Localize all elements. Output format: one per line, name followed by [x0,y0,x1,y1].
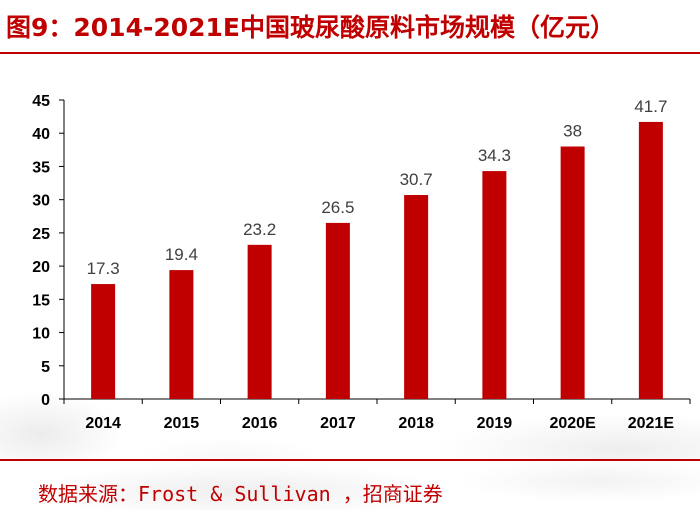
figure-title: 图9：2014-2021E中国玻尿酸原料市场规模（亿元） [6,13,616,42]
source-note: 数据来源：Frost & Sullivan ，招商证券 [38,482,443,506]
bar-value-label: 34.3 [478,146,511,165]
bar-value-label: 19.4 [165,245,198,264]
x-category-label: 2014 [85,415,121,432]
data-labels: 17.3 19.4 23.2 26.5 30.7 34.3 38 41.7 [87,97,668,278]
y-tick-label: 0 [41,392,50,409]
y-tick-label: 30 [32,193,50,210]
bar [560,146,585,399]
bar [638,121,663,399]
bar-value-label: 41.7 [634,97,667,116]
x-category-label: 2017 [320,415,356,432]
bar [247,244,272,399]
y-tick-label: 20 [32,259,50,276]
footer-background [0,461,700,510]
bars [91,121,663,399]
bar [325,222,350,399]
bar-value-label: 23.2 [243,220,276,239]
bar [404,195,429,399]
bar-value-label: 30.7 [400,170,433,189]
bar-value-label: 17.3 [87,259,120,278]
bar [91,284,116,399]
x-category-label: 2018 [398,415,434,432]
y-tick-label: 25 [32,226,50,243]
x-category-label: 2016 [242,415,278,432]
axes: 0 5 10 15 20 25 30 35 40 45 2014 2015 2016 2017 2018 20… [32,93,691,432]
y-tick-label: 10 [32,326,50,343]
x-category-label: 2015 [164,415,200,432]
y-tick-label: 45 [32,93,50,110]
x-category-label: 2021E [628,415,675,432]
bar-value-label: 38 [563,122,582,141]
y-tick-label: 35 [32,159,50,176]
y-tick-label: 15 [32,292,50,309]
title-divider [0,52,700,54]
y-tick-label: 40 [32,126,50,143]
bar [482,171,507,399]
y-tick-label: 5 [41,359,50,376]
x-category-label: 2020E [549,415,596,432]
x-category-label: 2019 [477,415,513,432]
bar-value-label: 26.5 [321,198,354,217]
source-divider [0,459,700,461]
bar [169,270,194,399]
